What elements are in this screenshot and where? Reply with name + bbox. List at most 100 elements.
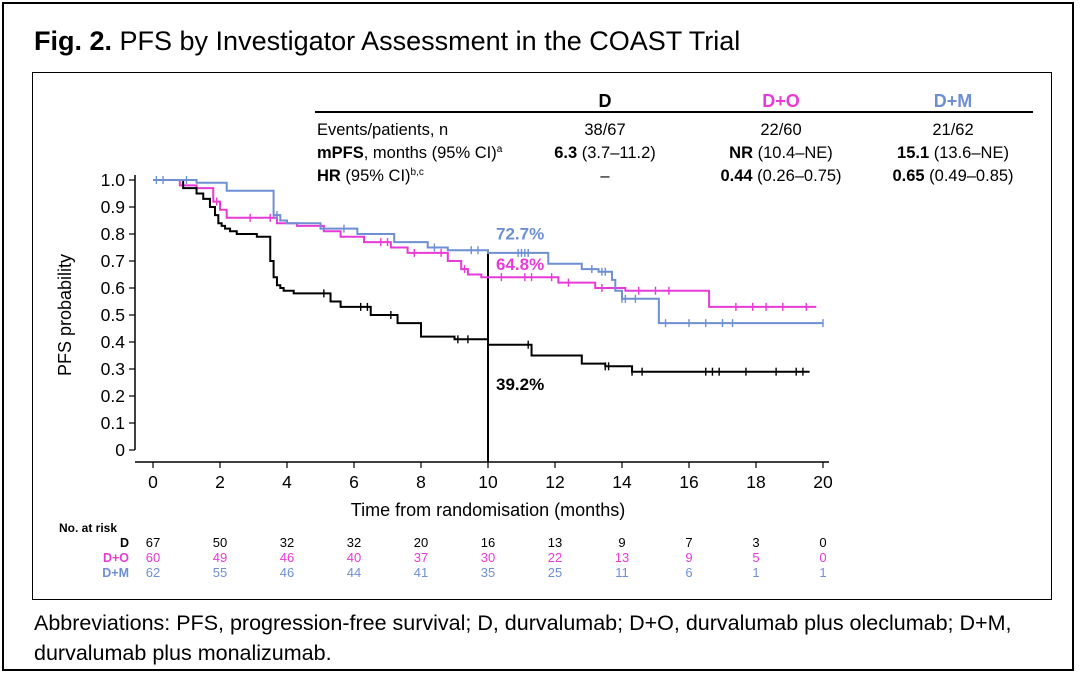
summary-label-bold: HR: [317, 167, 341, 185]
y-tick-label: 0.8: [101, 224, 125, 244]
summary-label-superscript: a: [497, 144, 503, 155]
km-curve-d-plus-m: [153, 179, 823, 325]
risk-value-d-plus-m: 46: [280, 565, 294, 580]
risk-row-label-d-plus-o: D+O: [103, 551, 129, 565]
x-tick-label: 6: [349, 472, 359, 492]
km-curve-d: [153, 179, 810, 373]
y-axis-label: PFS probability: [55, 254, 75, 376]
y-tick-label: 0.4: [101, 332, 126, 352]
x-tick-label: 20: [813, 472, 833, 492]
risk-value-d-plus-o: 60: [146, 550, 160, 565]
risk-value-d-plus-m: 44: [347, 565, 361, 580]
risk-value-d-plus-o: 22: [548, 550, 562, 565]
risk-value-d: 20: [414, 535, 428, 550]
risk-value-d-plus-m: 35: [481, 565, 495, 580]
summary-cell-bold: 15.1: [897, 144, 929, 162]
summary-cell: 22/60: [760, 121, 801, 139]
summary-header-d-plus-m: D+M: [934, 91, 973, 111]
summary-cell-text: –: [600, 167, 610, 185]
summary-header-d: D: [599, 91, 612, 111]
x-tick-label: 10: [478, 472, 498, 492]
x-tick-label: 8: [416, 472, 426, 492]
y-tick-label: 0.9: [101, 197, 125, 217]
y-tick-label: 1.0: [101, 170, 126, 190]
summary-cell-bold: 0.65: [892, 167, 924, 185]
x-tick-label: 4: [282, 472, 292, 492]
footnote: Abbreviations: PFS, progression-free sur…: [34, 611, 1012, 665]
x-tick-label: 14: [612, 472, 632, 492]
summary-cell: NR (10.4–NE): [729, 144, 833, 162]
summary-row-label: mPFS, months (95% CI)a: [317, 144, 503, 162]
figure-number: Fig. 2.: [34, 26, 113, 56]
risk-value-d: 13: [548, 535, 562, 550]
risk-value-d: 7: [685, 535, 692, 550]
risk-value-d-plus-m: 6: [685, 565, 692, 580]
risk-row-label-d-plus-m: D+M: [102, 566, 129, 580]
risk-value-d-plus-o: 0: [819, 550, 826, 565]
summary-cell: 21/62: [932, 121, 973, 139]
summary-table: D D+O D+M Events/patients, n 38/67 22/60 21/62…: [315, 91, 1033, 185]
plot-area: 0 0.1 0.2 0.3 0.4 0.5 0.6 0.7 0.8 0.9 1.0 0 2 4 6 8 10 12…: [55, 170, 833, 520]
summary-label-superscript: b,c: [411, 167, 424, 178]
y-tick-label: 0.6: [101, 278, 125, 298]
summary-label-text: (95% CI): [341, 167, 411, 185]
figure-title: Fig. 2. PFS by Investigator Assessment i…: [34, 26, 740, 57]
summary-cell-text: 38/67: [584, 121, 625, 139]
summary-cell: 6.3 (3.7–11.2): [554, 144, 656, 162]
risk-row-label-d: D: [120, 536, 129, 550]
risk-value-d: 67: [146, 535, 160, 550]
figure-title-text: PFS by Investigator Assessment in the CO…: [112, 26, 741, 56]
risk-value-d-plus-o: 37: [414, 550, 428, 565]
summary-cell-text: (13.6–NE): [929, 144, 1009, 162]
x-tick-label: 18: [746, 472, 765, 492]
summary-row-label: Events/patients, n: [317, 121, 448, 139]
risk-value-d-plus-m: 1: [752, 565, 759, 580]
summary-label-bold: mPFS: [317, 144, 364, 162]
x-tick-label: 2: [215, 472, 225, 492]
y-tick-label: 0.3: [101, 359, 125, 379]
summary-cell-text: (10.4–NE): [753, 144, 833, 162]
y-tick-label: 0.7: [101, 251, 125, 271]
risk-value-d: 32: [347, 535, 361, 550]
y-tick-label: 0.2: [101, 386, 125, 406]
summary-cell: 38/67: [584, 121, 625, 139]
summary-cell-bold: NR: [729, 144, 753, 162]
summary-header-d-plus-o: D+O: [762, 91, 800, 111]
risk-value-d-plus-o: 30: [481, 550, 495, 565]
x-tick-label: 0: [148, 472, 158, 492]
summary-cell: –: [600, 167, 610, 185]
risk-value-d-plus-m: 11: [615, 565, 629, 580]
risk-value-d-plus-m: 25: [548, 565, 562, 580]
risk-value-d: 50: [213, 535, 227, 550]
summary-label-text: , months (95% CI): [364, 144, 497, 162]
risk-value-d-plus-m: 1: [819, 565, 826, 580]
risk-value-d-plus-m: 55: [213, 565, 227, 580]
risk-value-d: 9: [618, 535, 625, 550]
risk-value-d-plus-m: 62: [146, 565, 160, 580]
x-tick-label: 16: [679, 472, 698, 492]
risk-value-d-plus-o: 40: [347, 550, 361, 565]
risk-value-d: 16: [481, 535, 495, 550]
km-curve-d-plus-o: [153, 179, 817, 308]
summary-cell: 0.65 (0.49–0.85): [892, 167, 1013, 185]
risk-value-d: 32: [280, 535, 294, 550]
y-tick-label: 0: [115, 440, 125, 460]
x-tick-label: 12: [545, 472, 564, 492]
risk-value-d-plus-o: 5: [752, 550, 759, 565]
summary-cell-text: 22/60: [760, 121, 801, 139]
x-axis-label: Time from randomisation (months): [351, 500, 625, 520]
summary-row-label: HR (95% CI)b,c: [317, 167, 424, 185]
risk-value-d: 3: [752, 535, 759, 550]
risk-value-d-plus-m: 41: [414, 565, 428, 580]
risk-value-d-plus-o: 13: [615, 550, 629, 565]
y-tick-label: 0.5: [101, 305, 125, 325]
risk-value-d-plus-o: 49: [213, 550, 227, 565]
summary-cell: 0.44 (0.26–0.75): [720, 167, 841, 185]
annotation-d-plus-o: 64.8%: [496, 255, 544, 274]
summary-cell-text: (0.26–0.75): [753, 167, 842, 185]
risk-value-d: 0: [819, 535, 826, 550]
risk-value-d-plus-o: 9: [685, 550, 692, 565]
